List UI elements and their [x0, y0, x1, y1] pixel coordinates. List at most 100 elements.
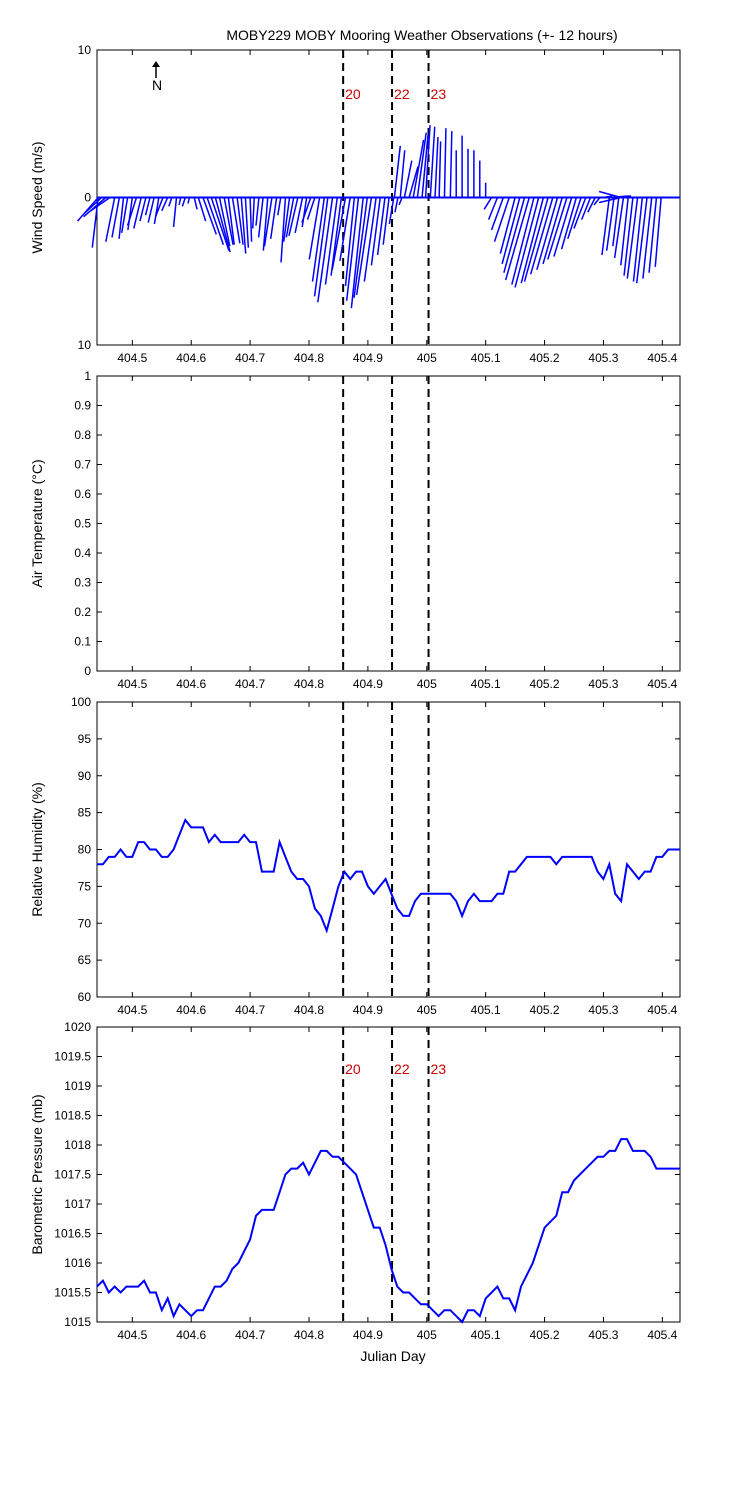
wind-stick [567, 197, 582, 240]
event-marker-label: 20 [345, 86, 361, 102]
wind-stick [483, 197, 493, 210]
wind-stick [344, 197, 356, 287]
y-tick-label: 0.8 [74, 428, 91, 442]
wind-stick [350, 197, 364, 309]
wind-stick [282, 197, 291, 242]
event-marker-label: 20 [345, 1061, 361, 1077]
wind-stick [263, 197, 273, 247]
x-tick-label: 405.4 [647, 1328, 677, 1342]
axes-box [96, 701, 681, 998]
wind-stick [308, 197, 321, 260]
north-arrowhead-icon [152, 61, 160, 67]
wind-stick [223, 197, 234, 245]
wind-stick [443, 128, 447, 198]
wind-stick [499, 197, 516, 254]
y-tick-label: 1016.5 [54, 1227, 91, 1241]
wind-stick [398, 197, 403, 206]
wind-stick [648, 197, 658, 273]
wind-stick [257, 197, 264, 238]
wind-stick [345, 197, 360, 301]
wind-stick [90, 196, 111, 212]
wind-stick [269, 197, 278, 239]
wind-stick [294, 197, 304, 234]
x-tick-label: 405.1 [471, 677, 501, 691]
wind-stick [218, 197, 231, 247]
y-axis-label: Wind Speed (m/s) [29, 141, 45, 253]
y-tick-label: 0 [84, 664, 91, 678]
panel-relative_humidity: 404.5 404.6 404.7 404.8 404.9 405 405.1 405.2 40… [29, 695, 681, 1017]
wind-stick [240, 197, 247, 254]
panel-barometric_pressure: 404.5 404.6 404.7 404.8 404.9 405 405.1 405.2 40… [29, 1020, 681, 1342]
wind-stick [424, 125, 431, 198]
y-tick-label: 0.5 [74, 517, 91, 531]
wind-stick [487, 197, 499, 220]
series-line-relative_humidity [97, 818, 680, 934]
wind-stick [511, 197, 535, 285]
x-tick-label: 404.5 [117, 351, 147, 365]
wind-stick [249, 197, 253, 242]
figure-title: MOBY229 MOBY Mooring Weather Observation… [226, 27, 617, 43]
wind-stick [236, 197, 244, 245]
wind-stick [547, 197, 568, 260]
y-tick-label: 65 [78, 953, 92, 967]
wind-stick [504, 197, 530, 281]
y-tick-label: 0.1 [74, 635, 91, 649]
y-tick-label: 1020 [64, 1020, 91, 1034]
wind-stick [421, 135, 429, 198]
wind-stick [181, 197, 187, 207]
x-tick-label: 405.3 [588, 1328, 618, 1342]
wind-stick [147, 197, 155, 223]
x-tick-label: 405.1 [471, 351, 501, 365]
x-tick-label: 404.5 [117, 1328, 147, 1342]
wind-stick [393, 145, 402, 198]
wind-stick [593, 197, 601, 206]
wind-stick [523, 197, 549, 282]
y-tick-label: 10 [78, 43, 92, 57]
wind-stick [501, 197, 521, 265]
wind-stick [613, 197, 625, 259]
x-tick-label: 404.6 [176, 1003, 206, 1017]
wind-stick [642, 197, 653, 279]
x-tick-label: 405 [417, 1003, 437, 1017]
wind-stick [202, 197, 217, 235]
wind-stick [172, 197, 178, 228]
x-tick-label: 404.9 [353, 677, 383, 691]
wind-stick [388, 197, 395, 225]
y-tick-label: 95 [78, 732, 92, 746]
x-axis-label: Julian Day [360, 1348, 425, 1364]
y-tick-label: 0.6 [74, 487, 91, 501]
y-tick-label: 1017 [64, 1197, 91, 1211]
wind-arrowhead [598, 190, 622, 204]
wind-stick [376, 197, 386, 256]
wind-stick [416, 132, 427, 198]
y-axis-label: Relative Humidity (%) [29, 782, 45, 917]
panel-air_temperature: 404.5 404.6 404.7 404.8 404.9 405 405.1 405.2 40… [29, 369, 681, 691]
y-tick-label: 0.4 [74, 546, 91, 560]
x-tick-label: 404.7 [235, 1328, 265, 1342]
wind-stick [301, 197, 308, 228]
wind-stick [187, 197, 191, 204]
y-tick-label: 1015 [64, 1315, 91, 1329]
y-tick-label: 70 [78, 916, 92, 930]
x-tick-label: 405.3 [588, 677, 618, 691]
y-tick-label: 0.7 [74, 458, 91, 472]
wind-stick [529, 197, 554, 275]
x-tick-label: 405 [417, 1328, 437, 1342]
wind-stick [288, 197, 299, 237]
x-tick-label: 404.5 [117, 677, 147, 691]
wind-stick [244, 197, 250, 248]
y-tick-label: 1019 [64, 1079, 91, 1093]
x-tick-label: 404.6 [176, 351, 206, 365]
wind-stick [83, 196, 107, 218]
y-tick-label: 0.9 [74, 399, 91, 413]
wind-stick [255, 197, 260, 226]
x-tick-label: 404.7 [235, 351, 265, 365]
wind-stick [632, 197, 644, 282]
wind-stick [514, 197, 540, 288]
y-axis-label: Air Temperature (°C) [29, 459, 45, 587]
y-tick-label: 0 [84, 191, 91, 205]
wind-stick [536, 197, 559, 270]
x-tick-label: 405 [417, 351, 437, 365]
event-marker-label: 23 [431, 1061, 447, 1077]
